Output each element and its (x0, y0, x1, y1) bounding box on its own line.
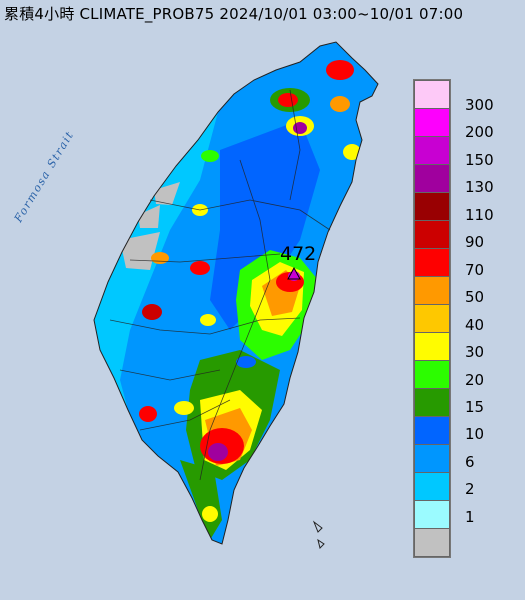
legend-swatch (414, 220, 450, 249)
legend-swatch (414, 416, 450, 445)
legend-label: 20 (465, 370, 485, 389)
legend-swatch (414, 304, 450, 333)
legend-swatch (414, 360, 450, 389)
legend-swatch (414, 164, 450, 193)
legend-label: 110 (465, 205, 494, 224)
legend-label: 15 (465, 397, 485, 416)
legend-label: 50 (465, 288, 485, 307)
rainfall-legend (413, 79, 451, 558)
legend-swatch (414, 472, 450, 501)
map-title: 累積4小時 CLIMATE_PROB75 2024/10/01 03:00~10… (4, 5, 464, 23)
legend-label: 150 (465, 150, 494, 169)
legend-label: 1 (465, 507, 475, 526)
legend-swatch (414, 80, 450, 109)
legend-label: 70 (465, 260, 485, 279)
legend-swatch (414, 276, 450, 305)
legend-label: 200 (465, 123, 494, 142)
legend-swatch (414, 136, 450, 165)
max-value-marker (287, 266, 301, 280)
legend-swatch (414, 444, 450, 473)
legend-label: 30 (465, 343, 485, 362)
max-value-label: 472 (280, 243, 317, 265)
legend-label: 40 (465, 315, 485, 334)
legend-label: 300 (465, 96, 494, 114)
legend-label: 90 (465, 233, 485, 252)
legend-label: 6 (465, 452, 475, 471)
legend-swatch (414, 528, 450, 557)
legend-swatch (414, 332, 450, 361)
legend-label: 2 (465, 480, 475, 499)
legend-swatch (414, 192, 450, 221)
legend-swatch (414, 108, 450, 137)
legend-swatch (414, 248, 450, 277)
legend-swatch (414, 500, 450, 529)
legend-swatch (414, 388, 450, 417)
legend-label: 10 (465, 425, 485, 444)
legend-label: 130 (465, 178, 494, 197)
